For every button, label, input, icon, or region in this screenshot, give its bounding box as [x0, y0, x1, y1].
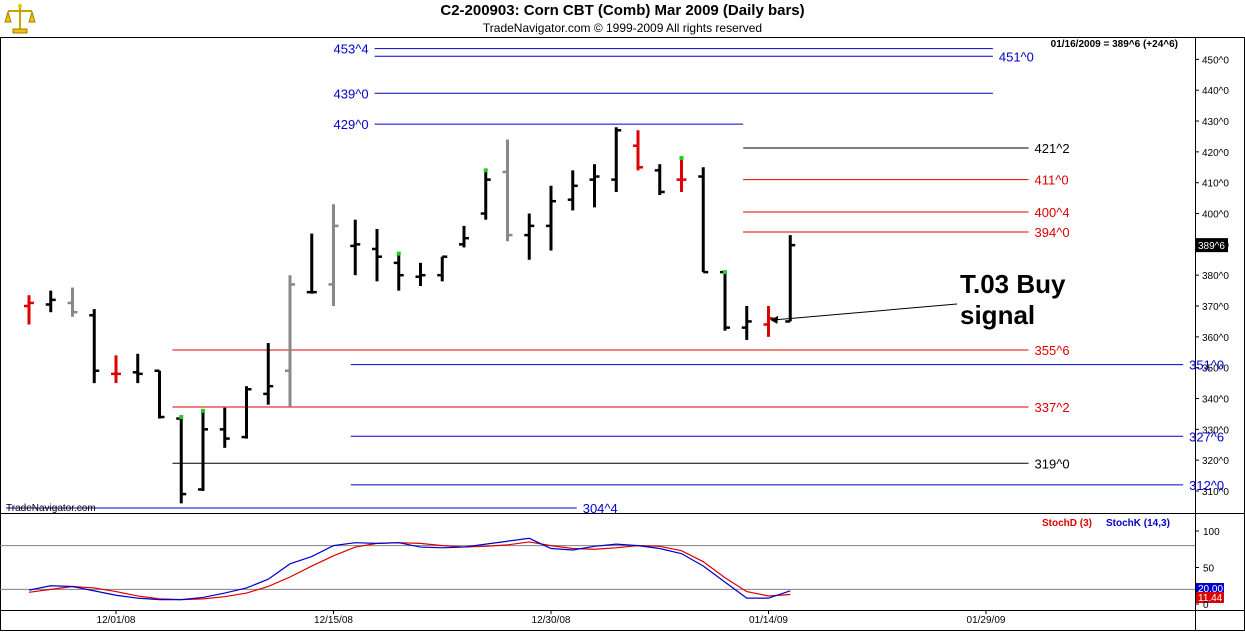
date-axis-label: 01/14/09: [749, 615, 788, 626]
stochd-value-box: [1196, 592, 1224, 603]
stoch-series-line: [28, 541, 791, 601]
annotation-line2: signal: [960, 300, 1035, 330]
price-axis-label: 350^0: [1202, 364, 1229, 375]
signal-marker: [679, 156, 684, 161]
date-axis-label: 12/01/08: [97, 615, 136, 626]
stoch-axis-label: 0: [1203, 600, 1209, 611]
scales-icon: [3, 2, 37, 36]
legend-stochk: StochK (14,3): [1106, 518, 1170, 529]
level-label: 439^0: [334, 86, 369, 101]
signal-marker: [396, 251, 401, 256]
level-label: 351^0: [1189, 358, 1224, 373]
date-axis-label: 01/29/09: [967, 615, 1006, 626]
stoch-axis-label: 50: [1203, 564, 1215, 575]
price-axis-label: 400^0: [1202, 210, 1229, 221]
level-label: 421^2: [1035, 141, 1070, 156]
level-label: 319^0: [1035, 456, 1070, 471]
date-axis-label: 12/30/08: [532, 615, 571, 626]
signal-marker: [179, 415, 184, 420]
level-label: 451^0: [999, 49, 1034, 64]
price-axis-label: 420^0: [1202, 148, 1229, 159]
last-price-label: 389^6: [1198, 241, 1225, 252]
last-price-box: [1196, 238, 1228, 253]
level-label: 453^4: [334, 42, 369, 57]
price-axis-label: 410^0: [1202, 179, 1229, 190]
chart-title: C2-200903: Corn CBT (Comb) Mar 2009 (Dai…: [440, 2, 805, 19]
price-axis-label: 330^0: [1202, 425, 1229, 436]
stochk-value: 20.00: [1198, 584, 1223, 595]
price-axis-label: 450^0: [1202, 55, 1229, 66]
signal-marker: [483, 168, 488, 173]
price-axis-label: 430^0: [1202, 117, 1229, 128]
price-axis-label: 320^0: [1202, 456, 1229, 467]
quote-text: 01/16/2009 = 389^6 (+24^6): [1051, 39, 1178, 50]
chart-copyright: TradeNavigator.com © 1999-2009 All right…: [482, 21, 763, 35]
price-axis-label: 310^0: [1202, 487, 1229, 498]
date-axis-label: 12/15/08: [314, 615, 353, 626]
price-axis-label: 390^0: [1202, 240, 1229, 251]
legend-stochd: StochD (3): [1042, 518, 1092, 529]
stoch-series-line: [28, 537, 791, 601]
level-label: 304^4: [583, 501, 618, 516]
stoch-axis-label: 100: [1203, 527, 1220, 538]
outer-frame: [0, 37, 1245, 631]
price-axis-label: 340^0: [1202, 395, 1229, 406]
level-label: 429^0: [334, 117, 369, 132]
level-label: 400^4: [1035, 205, 1070, 220]
price-axis-label: 360^0: [1202, 333, 1229, 344]
level-label: 394^0: [1035, 225, 1070, 240]
stochd-value: 11.44: [1198, 593, 1223, 604]
level-label: 337^2: [1035, 400, 1070, 415]
signal-marker: [201, 408, 205, 413]
annotation-line1: T.03 Buy: [960, 269, 1066, 299]
annotation-arrow: [774, 303, 958, 321]
watermark-text: TradeNavigator.com: [6, 503, 96, 514]
signal-marker: [723, 270, 727, 275]
level-label: 327^6: [1189, 429, 1224, 444]
level-label: 355^6: [1035, 343, 1070, 358]
price-axis-label: 440^0: [1202, 86, 1229, 97]
stochk-value-box: [1196, 583, 1224, 594]
price-axis-label: 370^0: [1202, 302, 1229, 313]
annotation-arrowhead: [770, 315, 779, 324]
level-label: 411^0: [1035, 173, 1069, 188]
level-label: 312^0: [1189, 478, 1224, 493]
price-axis-label: 380^0: [1202, 271, 1229, 282]
